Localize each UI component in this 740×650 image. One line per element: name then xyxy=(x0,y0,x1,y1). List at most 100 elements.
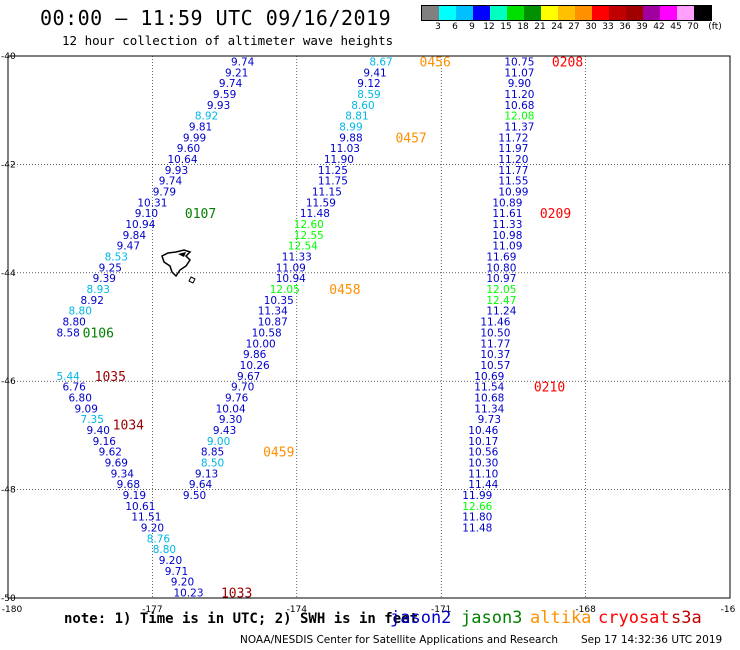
wave-height-value: 10.57 xyxy=(480,360,510,372)
scale-label: 36 xyxy=(619,22,631,32)
wave-height-value: 8.53 xyxy=(105,252,128,264)
wave-height-value: 9.64 xyxy=(189,479,213,491)
wave-height-value: 11.44 xyxy=(468,479,498,491)
y-tick-label: -46 xyxy=(1,377,16,387)
wave-height-value: 8.80 xyxy=(62,317,85,329)
wave-height-value: 11.61 xyxy=(492,208,522,220)
scale-label: 21 xyxy=(534,22,546,32)
scale-swatch xyxy=(439,6,456,20)
wave-height-value: 9.00 xyxy=(207,436,230,448)
wave-height-value: 12.55 xyxy=(294,230,324,242)
wave-height-value: 10.58 xyxy=(252,327,282,339)
wave-height-value: 10.97 xyxy=(486,273,516,285)
wave-height-value: 9.30 xyxy=(219,414,242,426)
color-scale-swatches xyxy=(421,5,712,21)
wave-height-value: 11.77 xyxy=(480,338,510,350)
scale-label: 3 xyxy=(435,22,441,32)
wave-height-value: 9.39 xyxy=(93,273,116,285)
wave-height-value: 9.73 xyxy=(478,414,501,426)
wave-height-value: 11.33 xyxy=(282,252,312,264)
wave-height-value: 11.33 xyxy=(492,219,522,231)
legend-item-altika: altika xyxy=(530,608,592,628)
wave-height-value: 9.74 xyxy=(219,78,243,90)
wave-height-value: 11.59 xyxy=(306,197,336,209)
wave-height-value: 9.62 xyxy=(99,447,122,459)
wave-height-value: 10.69 xyxy=(474,371,504,383)
wave-height-value: 8.80 xyxy=(153,544,176,556)
wave-height-value: 11.75 xyxy=(318,176,348,188)
wave-height-value: 12.05 xyxy=(486,284,516,296)
wave-height-value: 11.77 xyxy=(498,165,528,177)
scale-swatch xyxy=(524,6,541,20)
wave-height-value: 11.48 xyxy=(462,523,492,535)
wave-height-value: 9.20 xyxy=(159,555,182,567)
wave-height-value: 9.99 xyxy=(183,132,206,144)
scale-swatch xyxy=(490,6,507,20)
wave-height-value: 11.25 xyxy=(318,165,348,177)
wave-height-value: 6.80 xyxy=(69,392,92,404)
scale-unit: (ft) xyxy=(708,22,722,32)
wave-height-value: 12.66 xyxy=(462,501,492,513)
scale-label: 6 xyxy=(452,22,458,32)
wave-height-value: 11.97 xyxy=(498,143,528,155)
scale-swatch xyxy=(422,6,439,20)
wave-height-value: 9.59 xyxy=(213,89,236,101)
wave-height-value: 10.98 xyxy=(492,230,522,242)
scale-swatch xyxy=(694,6,711,20)
x-tick-label: -16 xyxy=(721,605,736,615)
wave-height-value: 8.50 xyxy=(201,458,224,470)
wave-height-value: 10.56 xyxy=(468,447,498,459)
wave-height-value: 10.99 xyxy=(498,187,528,199)
wave-height-value: 10.61 xyxy=(125,501,155,513)
wave-height-value: 9.81 xyxy=(189,121,212,133)
legend-item-s3a: s3a xyxy=(671,608,702,628)
wave-height-value: 11.20 xyxy=(498,154,528,166)
pass-time-label: 0210 xyxy=(534,381,565,396)
wave-height-value: 10.30 xyxy=(468,458,498,470)
wave-height-value: 12.47 xyxy=(486,295,516,307)
legend-item-jason2: jason2 xyxy=(390,608,452,628)
pass-time-label: 0209 xyxy=(540,207,571,222)
wave-height-value: 10.89 xyxy=(492,197,522,209)
wave-height-value: 7.35 xyxy=(81,414,104,426)
wave-height-value: 11.80 xyxy=(462,512,492,524)
color-scale: 3 6 9 12 15 18 21 24 27 30 33 36 39 42 45 70 (ft) xyxy=(421,5,722,33)
wave-height-value: 8.92 xyxy=(81,295,104,307)
wave-height-value: 9.41 xyxy=(363,67,386,79)
wave-height-value: 11.24 xyxy=(486,306,516,318)
wave-height-value: 12.60 xyxy=(294,219,324,231)
wave-height-value: 10.80 xyxy=(486,262,516,274)
wave-height-value: 9.90 xyxy=(508,78,531,90)
scale-label: 9 xyxy=(469,22,475,32)
wave-height-value: 10.35 xyxy=(264,295,294,307)
x-tick-label: -180 xyxy=(2,605,23,615)
wave-height-value: 11.46 xyxy=(480,317,510,329)
color-scale-labels: 3 6 9 12 15 18 21 24 27 30 33 36 39 42 45 70 (ft) xyxy=(421,21,722,33)
y-tick-label: -42 xyxy=(1,160,16,170)
grid-lines xyxy=(7,55,731,599)
wave-height-value: 9.71 xyxy=(165,566,188,578)
scale-label: 70 xyxy=(687,22,699,32)
wave-height-value: 9.93 xyxy=(165,165,188,177)
timestamp: Sep 17 14:32:36 UTC 2019 xyxy=(581,634,723,646)
y-tick-label: -40 xyxy=(1,52,16,62)
scale-swatch xyxy=(507,6,524,20)
scale-label: 39 xyxy=(636,22,648,32)
wave-height-value: 11.69 xyxy=(486,252,516,264)
scale-swatch xyxy=(677,6,694,20)
wave-height-value: 11.48 xyxy=(300,208,330,220)
wave-height-value: 10.64 xyxy=(167,154,197,166)
wave-height-value: 9.12 xyxy=(357,78,380,90)
wave-height-value: 9.84 xyxy=(123,230,147,242)
scale-swatch xyxy=(592,6,609,20)
wave-height-value: 12.05 xyxy=(270,284,300,296)
wave-height-value: 10.75 xyxy=(504,56,534,68)
wave-height-value: 11.99 xyxy=(462,490,492,502)
wave-height-value: 8.59 xyxy=(357,89,380,101)
wave-height-value: 11.90 xyxy=(324,154,354,166)
wave-height-value: 10.94 xyxy=(125,219,155,231)
wave-height-value: 10.68 xyxy=(474,392,504,404)
x-tick-label: -174 xyxy=(287,605,308,615)
wave-height-value: 10.87 xyxy=(258,317,288,329)
